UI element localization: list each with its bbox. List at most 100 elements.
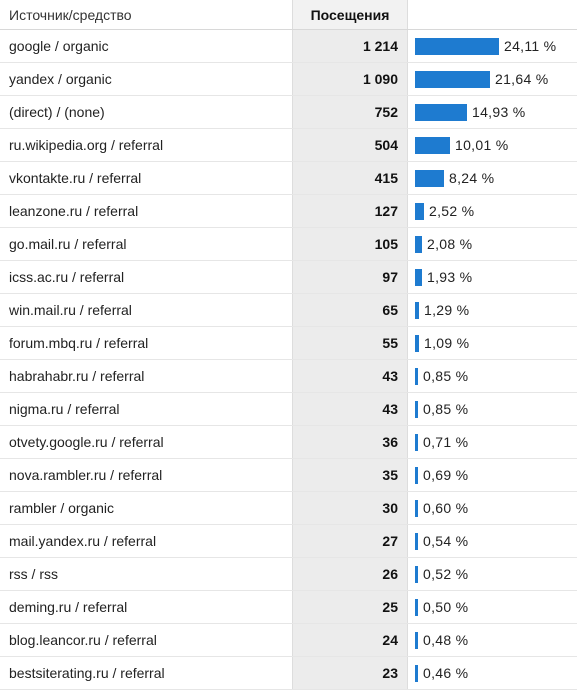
percent-cell: 1,09 %: [408, 327, 577, 359]
visits-cell: 752: [292, 96, 408, 128]
percent-label: 2,08 %: [427, 236, 473, 252]
percent-label: 10,01 %: [455, 137, 509, 153]
percent-cell: 0,46 %: [408, 657, 577, 689]
share-bar: [415, 268, 422, 286]
percent-cell: 0,50 %: [408, 591, 577, 623]
percent-cell: 14,93 %: [408, 96, 577, 128]
source-medium-cell[interactable]: win.mail.ru / referral: [0, 294, 292, 326]
source-medium-cell[interactable]: icss.ac.ru / referral: [0, 261, 292, 293]
column-header-source[interactable]: Источник/средство: [0, 0, 292, 29]
visits-cell: 26: [292, 558, 408, 590]
share-bar: [415, 169, 444, 187]
source-medium-cell[interactable]: forum.mbq.ru / referral: [0, 327, 292, 359]
share-bar: [415, 433, 418, 451]
share-bar: [415, 664, 418, 682]
percent-label: 21,64 %: [495, 71, 549, 87]
visits-cell: 65: [292, 294, 408, 326]
percent-cell: 0,85 %: [408, 360, 577, 392]
percent-label: 24,11 %: [504, 38, 557, 54]
share-bar: [415, 367, 418, 385]
source-medium-cell[interactable]: nova.rambler.ru / referral: [0, 459, 292, 491]
source-medium-cell[interactable]: google / organic: [0, 30, 292, 62]
column-header-visits[interactable]: Посещения: [292, 0, 408, 29]
percent-label: 1,29 %: [424, 302, 470, 318]
table-row: mail.yandex.ru / referral 27 0,54 %: [0, 525, 577, 558]
visits-cell: 24: [292, 624, 408, 656]
source-medium-cell[interactable]: blog.leancor.ru / referral: [0, 624, 292, 656]
table-row: (direct) / (none) 752 14,93 %: [0, 96, 577, 129]
visits-cell: 30: [292, 492, 408, 524]
visits-cell: 127: [292, 195, 408, 227]
visits-cell: 97: [292, 261, 408, 293]
share-bar: [415, 631, 418, 649]
table-row: leanzone.ru / referral 127 2,52 %: [0, 195, 577, 228]
percent-cell: 8,24 %: [408, 162, 577, 194]
percent-label: 0,50 %: [423, 599, 469, 615]
source-medium-cell[interactable]: (direct) / (none): [0, 96, 292, 128]
table-row: bestsiterating.ru / referral 23 0,46 %: [0, 657, 577, 690]
share-bar: [415, 565, 418, 583]
table-row: blog.leancor.ru / referral 24 0,48 %: [0, 624, 577, 657]
source-medium-cell[interactable]: go.mail.ru / referral: [0, 228, 292, 260]
table-row: ru.wikipedia.org / referral 504 10,01 %: [0, 129, 577, 162]
share-bar: [415, 334, 419, 352]
source-medium-cell[interactable]: bestsiterating.ru / referral: [0, 657, 292, 689]
share-bar: [415, 466, 418, 484]
percent-label: 8,24 %: [449, 170, 495, 186]
percent-cell: 0,52 %: [408, 558, 577, 590]
visits-cell: 36: [292, 426, 408, 458]
percent-label: 1,93 %: [427, 269, 473, 285]
column-header-percent: [408, 0, 577, 29]
share-bar: [415, 532, 418, 550]
source-medium-cell[interactable]: rambler / organic: [0, 492, 292, 524]
table-row: go.mail.ru / referral 105 2,08 %: [0, 228, 577, 261]
table-row: google / organic 1 214 24,11 %: [0, 30, 577, 63]
percent-cell: 1,93 %: [408, 261, 577, 293]
source-medium-cell[interactable]: vkontakte.ru / referral: [0, 162, 292, 194]
source-medium-cell[interactable]: ru.wikipedia.org / referral: [0, 129, 292, 161]
percent-label: 0,46 %: [423, 665, 469, 681]
percent-cell: 2,08 %: [408, 228, 577, 260]
source-medium-cell[interactable]: deming.ru / referral: [0, 591, 292, 623]
source-medium-cell[interactable]: mail.yandex.ru / referral: [0, 525, 292, 557]
visits-cell: 43: [292, 393, 408, 425]
visits-cell: 27: [292, 525, 408, 557]
percent-cell: 21,64 %: [408, 63, 577, 95]
table-row: win.mail.ru / referral 65 1,29 %: [0, 294, 577, 327]
source-medium-cell[interactable]: leanzone.ru / referral: [0, 195, 292, 227]
table-row: forum.mbq.ru / referral 55 1,09 %: [0, 327, 577, 360]
table-row: rss / rss 26 0,52 %: [0, 558, 577, 591]
share-bar: [415, 235, 422, 253]
share-bar: [415, 202, 424, 220]
source-medium-cell[interactable]: nigma.ru / referral: [0, 393, 292, 425]
table-body: google / organic 1 214 24,11 % yandex / org…: [0, 30, 577, 690]
visits-cell: 105: [292, 228, 408, 260]
table-row: yandex / organic 1 090 21,64 %: [0, 63, 577, 96]
percent-label: 14,93 %: [472, 104, 526, 120]
share-bar: [415, 136, 450, 154]
percent-label: 1,09 %: [424, 335, 470, 351]
visits-cell: 25: [292, 591, 408, 623]
table-row: nigma.ru / referral 43 0,85 %: [0, 393, 577, 426]
visits-cell: 504: [292, 129, 408, 161]
percent-label: 0,85 %: [423, 401, 469, 417]
source-medium-cell[interactable]: rss / rss: [0, 558, 292, 590]
visits-cell: 43: [292, 360, 408, 392]
source-medium-cell[interactable]: yandex / organic: [0, 63, 292, 95]
table-row: nova.rambler.ru / referral 35 0,69 %: [0, 459, 577, 492]
table-header-row: Источник/средство Посещения: [0, 0, 577, 30]
share-bar: [415, 400, 418, 418]
percent-cell: 0,85 %: [408, 393, 577, 425]
source-medium-cell[interactable]: habrahabr.ru / referral: [0, 360, 292, 392]
source-medium-cell[interactable]: otvety.google.ru / referral: [0, 426, 292, 458]
share-bar: [415, 598, 418, 616]
visits-cell: 23: [292, 657, 408, 689]
percent-label: 0,52 %: [423, 566, 469, 582]
table-row: icss.ac.ru / referral 97 1,93 %: [0, 261, 577, 294]
visits-cell: 1 090: [292, 63, 408, 95]
percent-cell: 0,69 %: [408, 459, 577, 491]
percent-label: 0,48 %: [423, 632, 469, 648]
percent-label: 0,60 %: [423, 500, 469, 516]
share-bar: [415, 301, 419, 319]
percent-label: 0,71 %: [423, 434, 469, 450]
